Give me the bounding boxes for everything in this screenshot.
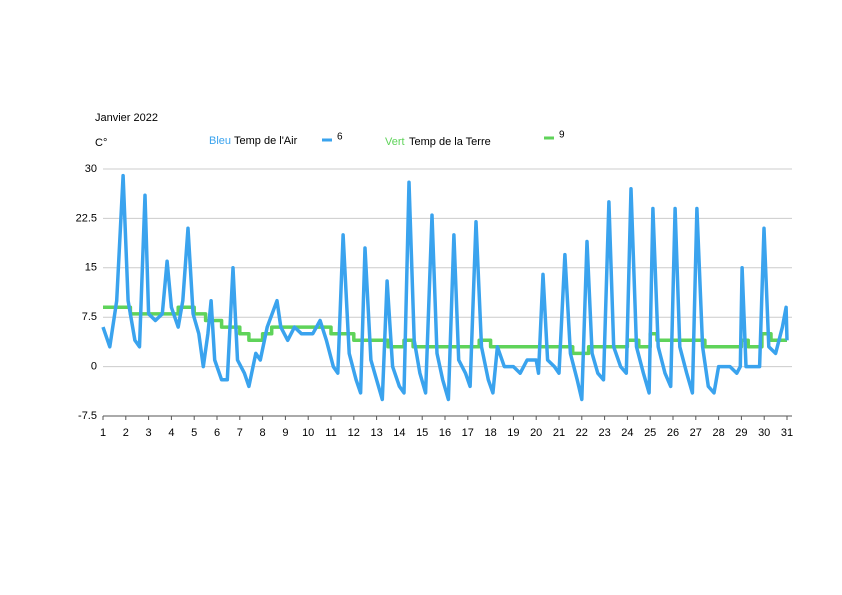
x-tick-label: 17 xyxy=(462,427,474,439)
x-tick-label: 24 xyxy=(621,427,633,439)
x-tick-label: 19 xyxy=(507,427,519,439)
x-tick-label: 21 xyxy=(553,427,565,439)
x-tick-label: 10 xyxy=(302,427,314,439)
annotation: Temp de la Terre xyxy=(409,136,491,148)
x-tick-label: 27 xyxy=(690,427,702,439)
y-tick-label: 30 xyxy=(85,163,97,175)
x-tick-label: 7 xyxy=(237,427,243,439)
y-tick-label: 22.5 xyxy=(76,212,97,224)
y-tick-label: 15 xyxy=(85,262,97,274)
annotation: Bleu xyxy=(209,135,231,147)
annotation: Vert xyxy=(385,136,405,148)
x-tick-label: 18 xyxy=(484,427,496,439)
annotation: Temp de l'Air xyxy=(234,135,298,147)
x-tick-label: 9 xyxy=(282,427,288,439)
x-tick-label: 25 xyxy=(644,427,656,439)
chart-title: Janvier 2022 xyxy=(95,112,158,124)
y-tick-label: 0 xyxy=(91,361,97,373)
x-tick-label: 30 xyxy=(758,427,770,439)
y-tick-label: -7.5 xyxy=(78,410,97,422)
x-tick-label: 22 xyxy=(576,427,588,439)
x-tick-label: 26 xyxy=(667,427,679,439)
x-tick-label: 6 xyxy=(214,427,220,439)
x-tick-label: 3 xyxy=(146,427,152,439)
x-tick-label: 14 xyxy=(393,427,405,439)
x-tick-label: 12 xyxy=(348,427,360,439)
x-tick-label: 8 xyxy=(260,427,266,439)
x-tick-label: 20 xyxy=(530,427,542,439)
x-tick-label: 28 xyxy=(712,427,724,439)
x-tick-label: 1 xyxy=(100,427,106,439)
x-tick-label: 29 xyxy=(735,427,747,439)
x-tick-label: 5 xyxy=(191,427,197,439)
x-tick-label: 13 xyxy=(370,427,382,439)
y-tick-label: 7.5 xyxy=(82,311,97,323)
x-tick-label: 11 xyxy=(325,427,336,439)
x-tick-label: 16 xyxy=(439,427,451,439)
legend-label: 6 xyxy=(337,132,343,143)
x-tick-label: 2 xyxy=(123,427,129,439)
x-tick-label: 4 xyxy=(168,427,174,439)
x-tick-label: 23 xyxy=(598,427,610,439)
line-series xyxy=(101,173,789,402)
y-axis-label: C° xyxy=(95,137,107,149)
x-tick-label: 31 xyxy=(781,427,793,439)
legend-label: 9 xyxy=(559,130,565,141)
x-tick-label: 15 xyxy=(416,427,428,439)
